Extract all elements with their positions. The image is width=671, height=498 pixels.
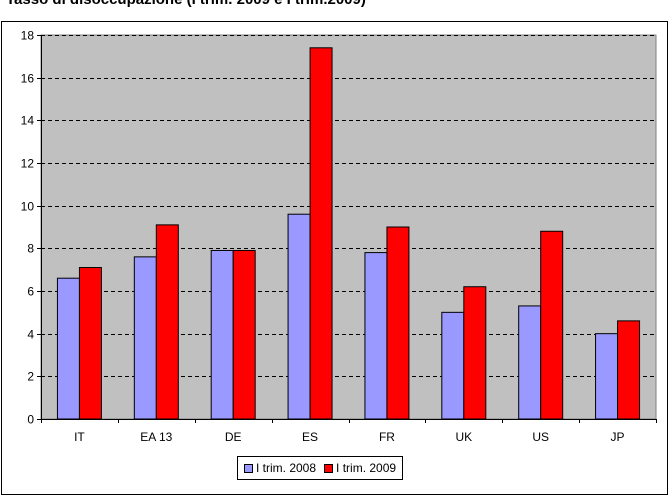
bar-uk-series-1 (441, 311, 465, 420)
bar-jp-series-1 (595, 333, 619, 420)
bar-ea-13-series-1 (133, 256, 157, 420)
plot-area (40, 34, 657, 420)
bar-it-series-1 (56, 277, 80, 420)
legend-label-series-1: I trim. 2008 (256, 461, 317, 475)
bar-de-series-1 (210, 249, 234, 420)
y-tick-label-16: 16 (21, 72, 35, 86)
legend-swatch-series-1 (244, 463, 253, 473)
tick-labels: 0 2 4 6 8 10 12 14 16 18 IT EA 13 DE ES FR UK US JP (21, 29, 625, 445)
legend-item-series-2: I trim. 2009 (324, 461, 396, 475)
y-tick-label-2: 2 (27, 370, 34, 384)
x-tick-label-fr: FR (379, 430, 395, 444)
y-tick-label-10: 10 (21, 200, 35, 214)
axes (37, 35, 657, 423)
y-tick-label-4: 4 (27, 328, 34, 342)
bars (56, 47, 641, 420)
legend-swatch-series-2 (324, 463, 334, 473)
y-tick-label-6: 6 (27, 285, 34, 299)
legend: I trim. 2008 I trim. 2009 (237, 456, 404, 480)
bar-es-series-1 (287, 213, 311, 420)
y-tick-label-12: 12 (21, 157, 35, 171)
bar-us-series-2 (540, 230, 564, 420)
x-tick-label-jp: JP (611, 430, 625, 444)
bar-jp-series-2 (617, 320, 641, 420)
y-tick-label-18: 18 (21, 29, 35, 43)
y-tick-label-14: 14 (21, 114, 35, 128)
legend-label-series-2: I trim. 2009 (336, 461, 397, 475)
bar-de-series-2 (232, 249, 256, 420)
bar-us-series-1 (518, 305, 542, 420)
bar-ea-13-series-2 (155, 224, 179, 420)
chart-title: Tasso di disoccupazione (I trim. 2009 e … (6, 0, 366, 8)
x-tick-label-ea-13: EA 13 (140, 430, 172, 444)
y-tick-label-0: 0 (27, 413, 34, 427)
bar-es-series-2 (309, 47, 333, 420)
x-tick-label-es: ES (302, 430, 318, 444)
bar-it-series-2 (78, 267, 102, 420)
bar-fr-series-1 (364, 252, 388, 420)
y-tick-label-8: 8 (27, 242, 34, 256)
bar-fr-series-2 (386, 226, 410, 420)
x-tick-label-de: DE (225, 430, 242, 444)
x-tick-label-it: IT (74, 430, 85, 444)
bar-uk-series-2 (463, 286, 487, 420)
x-tick-label-us: US (532, 430, 549, 444)
legend-item-series-1: I trim. 2008 (244, 461, 316, 475)
x-tick-label-uk: UK (455, 430, 472, 444)
